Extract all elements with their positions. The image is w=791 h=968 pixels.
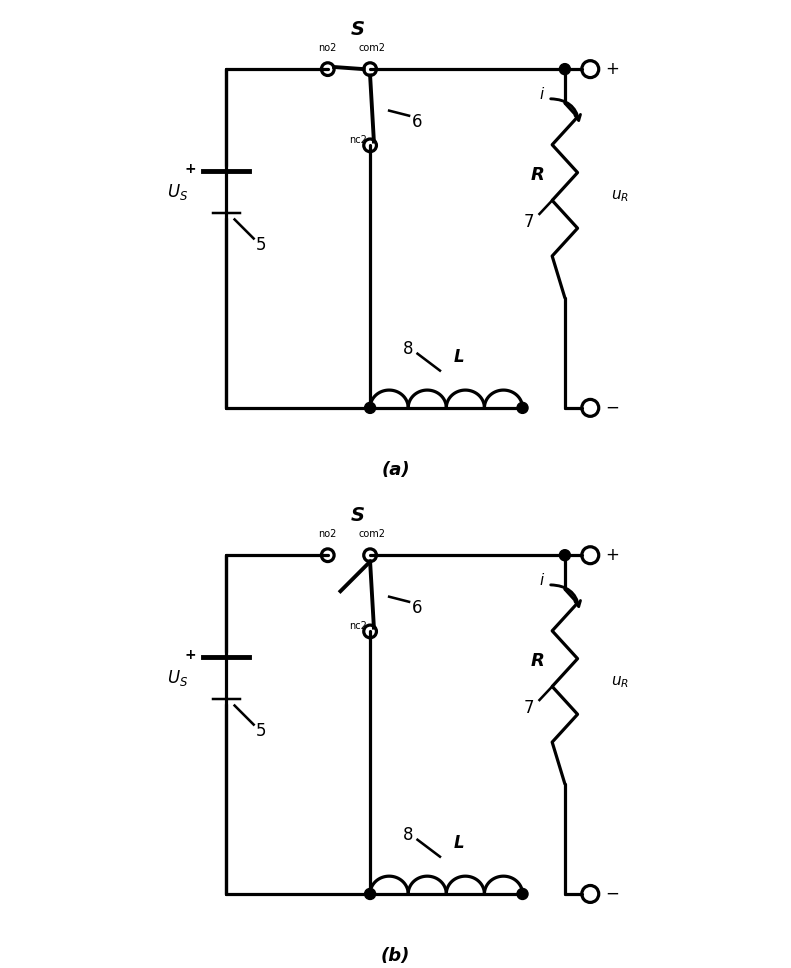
Circle shape [365,403,376,413]
Text: S: S [350,505,365,525]
Text: +: + [185,162,196,175]
Text: 6: 6 [411,599,422,618]
Text: +: + [185,648,196,662]
Text: 7: 7 [524,213,534,230]
Text: R: R [531,652,544,670]
Circle shape [517,403,528,413]
Text: 7: 7 [524,699,534,716]
Text: +: + [605,546,619,564]
Text: −: − [605,399,619,417]
Text: com2: com2 [358,529,386,539]
Text: (b): (b) [380,947,411,965]
Text: $u_R$: $u_R$ [611,189,630,204]
Text: i: i [539,573,543,589]
Text: 5: 5 [255,722,266,740]
Text: i: i [539,87,543,102]
Text: com2: com2 [358,43,386,53]
Text: +: + [605,60,619,78]
Text: S: S [350,19,365,39]
Text: −: − [605,885,619,903]
Circle shape [517,889,528,899]
Text: $U_S$: $U_S$ [167,182,188,202]
Circle shape [365,889,376,899]
Text: R: R [531,166,544,184]
Text: 8: 8 [403,826,414,844]
Text: nc2: nc2 [349,621,367,631]
Text: 8: 8 [403,340,414,357]
Circle shape [559,64,570,75]
Text: nc2: nc2 [349,136,367,145]
Text: $u_R$: $u_R$ [611,675,630,690]
Text: no2: no2 [319,529,337,539]
Text: L: L [454,348,464,366]
Text: L: L [454,834,464,852]
Text: $U_S$: $U_S$ [167,668,188,688]
Text: 6: 6 [411,113,422,131]
Text: no2: no2 [319,43,337,53]
Text: (a): (a) [381,461,410,479]
Circle shape [559,550,570,560]
Text: 5: 5 [255,236,266,254]
